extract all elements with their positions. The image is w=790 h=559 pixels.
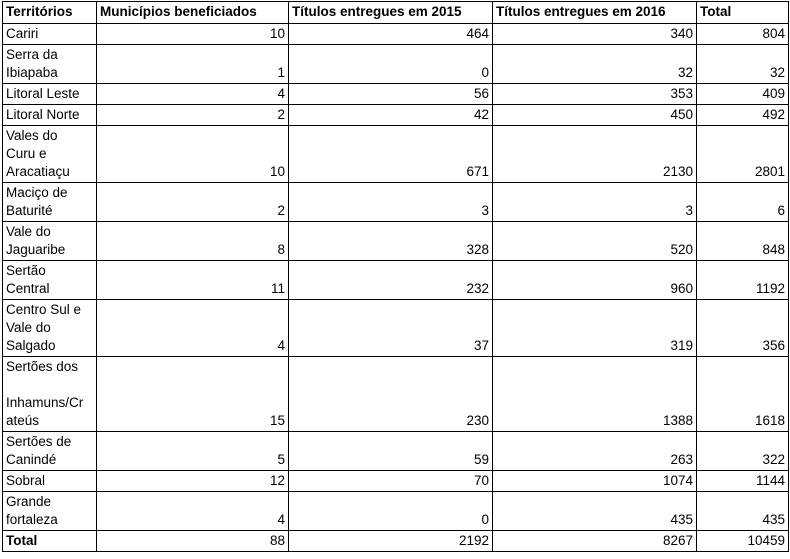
titulos-2015-cell: 328 xyxy=(288,221,493,261)
titulos-2015-cell: 42 xyxy=(288,104,493,126)
territory-name: Cariri xyxy=(2,23,97,45)
table-row: Maciço de Baturité 2 3 3 6 xyxy=(2,182,789,222)
total-cell: 435 xyxy=(696,491,789,531)
titulos-2016-cell: 1074 xyxy=(492,470,697,492)
titulos-2016-cell: 1388 xyxy=(492,356,697,432)
titulos-2015-cell: 0 xyxy=(288,44,493,84)
table-row: Vales do Curu e Aracatiaçu 10 671 2130 2801 xyxy=(2,125,789,183)
titulos-2015-cell: 0 xyxy=(288,491,493,531)
table-row: Centro Sul e Vale do Salgado 4 37 319 356 xyxy=(2,299,789,357)
total-label: Total xyxy=(2,530,97,552)
municipios-cell: 10 xyxy=(96,23,289,45)
municipios-cell: 15 xyxy=(96,356,289,432)
territory-name: Sertões de Canindé xyxy=(2,431,97,471)
titulos-2016-cell: 3 xyxy=(492,182,697,222)
total-row: Total 88 2192 8267 10459 xyxy=(2,530,789,552)
total-cell: 322 xyxy=(696,431,789,471)
titulos-2016-cell: 319 xyxy=(492,299,697,357)
municipios-cell: 2 xyxy=(96,182,289,222)
table-row: Litoral Leste 4 56 353 409 xyxy=(2,83,789,105)
titulos-2016-cell: 960 xyxy=(492,260,697,300)
territory-name: Serra da Ibiapaba xyxy=(2,44,97,84)
territory-name: Litoral Leste xyxy=(2,83,97,105)
municipios-cell: 12 xyxy=(96,470,289,492)
municipios-cell: 4 xyxy=(96,299,289,357)
header-municipios: Municípios beneficiados xyxy=(96,1,289,24)
total-cell: 1144 xyxy=(696,470,789,492)
titulos-2015-cell: 56 xyxy=(288,83,493,105)
titulos-2016-cell: 450 xyxy=(492,104,697,126)
total-municipios: 88 xyxy=(96,530,289,552)
titulos-2016-cell: 2130 xyxy=(492,125,697,183)
territory-name: Litoral Norte xyxy=(2,104,97,126)
table-row: Vale do Jaguaribe 8 328 520 848 xyxy=(2,221,789,261)
titulos-2016-cell: 263 xyxy=(492,431,697,471)
municipios-cell: 10 xyxy=(96,125,289,183)
total-cell: 6 xyxy=(696,182,789,222)
table-row: Litoral Norte 2 42 450 492 xyxy=(2,104,789,126)
territory-name: Sobral xyxy=(2,470,97,492)
total-cell: 409 xyxy=(696,83,789,105)
total-cell: 1618 xyxy=(696,356,789,432)
titulos-2015-cell: 464 xyxy=(288,23,493,45)
titulos-2015-cell: 230 xyxy=(288,356,493,432)
municipios-cell: 11 xyxy=(96,260,289,300)
titulos-2016-cell: 435 xyxy=(492,491,697,531)
total-cell: 1192 xyxy=(696,260,789,300)
table-row: Cariri 10 464 340 804 xyxy=(2,23,789,45)
total-titulos-2015: 2192 xyxy=(288,530,493,552)
total-cell: 32 xyxy=(696,44,789,84)
territory-name: Sertão Central xyxy=(2,260,97,300)
titulos-2015-cell: 70 xyxy=(288,470,493,492)
municipios-cell: 4 xyxy=(96,491,289,531)
titulos-2015-cell: 37 xyxy=(288,299,493,357)
total-titulos-2016: 8267 xyxy=(492,530,697,552)
municipios-cell: 8 xyxy=(96,221,289,261)
header-titulos-2015: Títulos entregues em 2015 xyxy=(288,1,493,24)
total-cell: 356 xyxy=(696,299,789,357)
total-cell: 492 xyxy=(696,104,789,126)
territory-name: Centro Sul e Vale do Salgado xyxy=(2,299,97,357)
table-row: Serra da Ibiapaba 1 0 32 32 xyxy=(2,44,789,84)
territory-name: Grande fortaleza xyxy=(2,491,97,531)
municipios-cell: 5 xyxy=(96,431,289,471)
territory-name: Maciço de Baturité xyxy=(2,182,97,222)
titulos-2016-cell: 520 xyxy=(492,221,697,261)
territory-name: Sertões dos Inhamuns/Cr ateús xyxy=(2,356,97,432)
table-row: Sobral 12 70 1074 1144 xyxy=(2,470,789,492)
municipios-cell: 1 xyxy=(96,44,289,84)
territory-name: Vale do Jaguaribe xyxy=(2,221,97,261)
titulos-2015-cell: 59 xyxy=(288,431,493,471)
total-cell: 2801 xyxy=(696,125,789,183)
titulos-2016-cell: 340 xyxy=(492,23,697,45)
municipios-cell: 4 xyxy=(96,83,289,105)
header-territorios: Territórios xyxy=(2,1,97,24)
total-total: 10459 xyxy=(696,530,789,552)
titulos-2015-cell: 671 xyxy=(288,125,493,183)
header-row: Territórios Municípios beneficiados Títu… xyxy=(2,1,789,24)
municipios-cell: 2 xyxy=(96,104,289,126)
titulos-2016-cell: 32 xyxy=(492,44,697,84)
territory-name: Vales do Curu e Aracatiaçu xyxy=(2,125,97,183)
table-row: Sertões de Canindé 5 59 263 322 xyxy=(2,431,789,471)
header-titulos-2016: Títulos entregues em 2016 xyxy=(492,1,697,24)
titulos-2015-cell: 3 xyxy=(288,182,493,222)
titulos-2016-cell: 353 xyxy=(492,83,697,105)
header-total: Total xyxy=(696,1,789,24)
total-cell: 804 xyxy=(696,23,789,45)
table-row: Sertões dos Inhamuns/Cr ateús 15 230 1388 16… xyxy=(2,356,789,432)
table-row: Grande fortaleza 4 0 435 435 xyxy=(2,491,789,531)
total-cell: 848 xyxy=(696,221,789,261)
titulos-2015-cell: 232 xyxy=(288,260,493,300)
table-row: Sertão Central 11 232 960 1192 xyxy=(2,260,789,300)
